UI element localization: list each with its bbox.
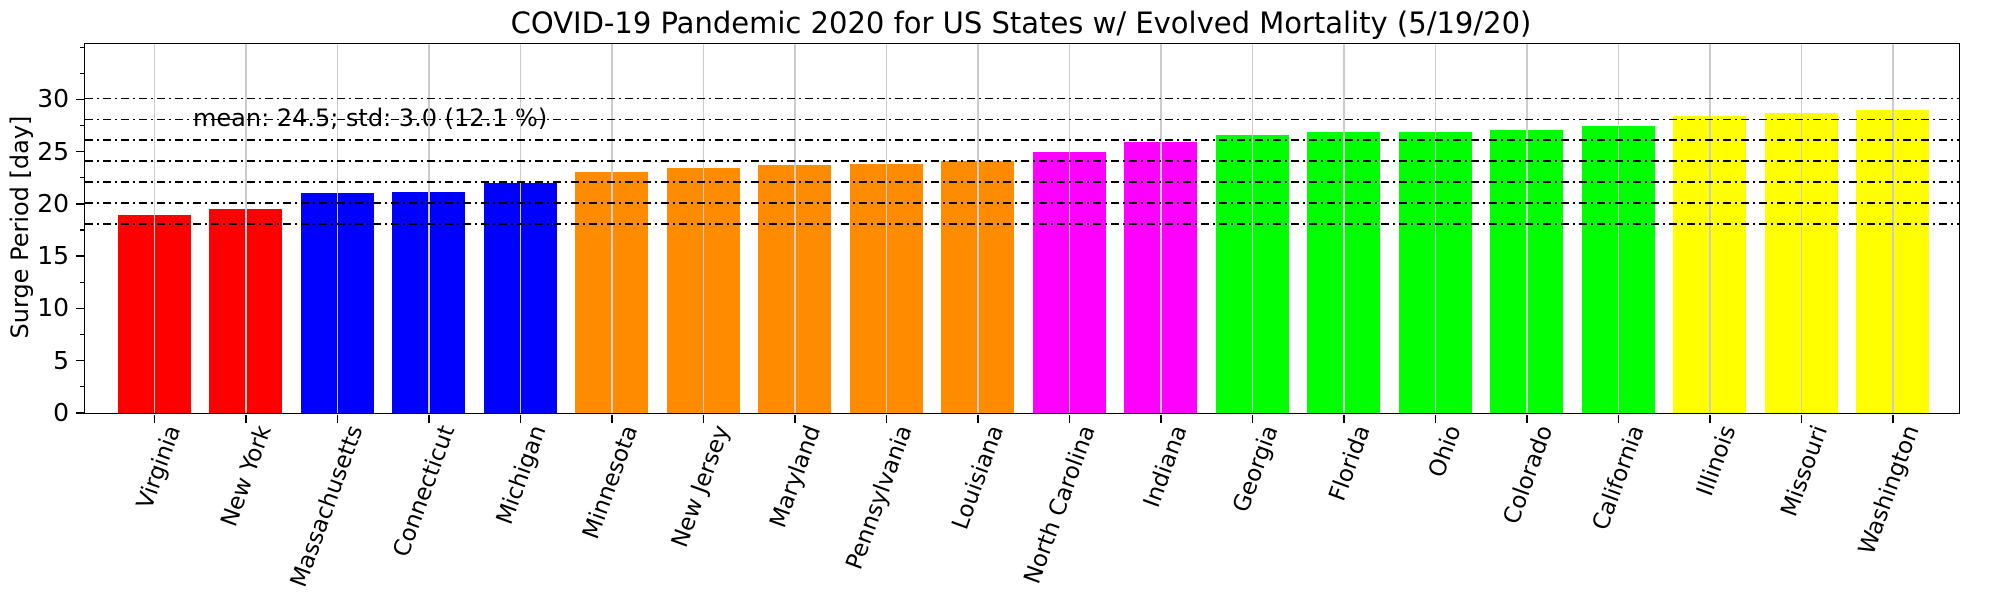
x-axis-tick [1800,414,1803,423]
x-axis-tick [885,414,888,423]
x-axis-tick [1068,414,1071,423]
y-tick-label: 0 [53,398,69,427]
x-axis-tick [702,414,705,423]
x-tick-label-georgia: Georgia [1228,422,1284,516]
x-axis-tick [1526,414,1528,423]
x-axis-tick [611,414,613,423]
reference-line-dashdot [85,118,1959,121]
y-axis-minor-tick [80,177,85,179]
x-axis-tick [245,414,247,423]
y-axis-minor-tick [80,124,85,127]
x-axis-tick [336,414,339,423]
reference-line-dashdot [85,139,1959,141]
y-axis-major-tick [76,359,85,362]
x-tick-label-new-york: New York [216,422,278,530]
gridline-vertical [245,44,247,413]
gridline-vertical [336,44,339,413]
x-axis-tick [1892,414,1894,423]
x-tick-label-virginia: Virginia [131,422,186,513]
x-tick-label-indiana: Indiana [1138,422,1193,511]
y-axis-major-tick [76,98,85,101]
x-tick-label-massachusetts: Massachusetts [286,422,369,591]
gridline-vertical [1068,44,1071,413]
x-tick-label-new-jersey: New Jersey [666,422,735,551]
chart-title: COVID-19 Pandemic 2020 for US States w/ … [510,6,1532,40]
y-tick-label: 10 [37,293,69,323]
reference-line-dashdot [85,160,1959,162]
gridline-vertical [611,44,613,413]
x-axis-tick [1617,414,1620,423]
x-tick-label-illinois: Illinois [1691,422,1742,500]
gridline-vertical [1617,44,1620,413]
y-axis-minor-tick [80,386,85,388]
mean-std-annotation: mean: 24.5; std: 3.0 (12.1 %) [193,104,548,132]
y-axis-major-tick [76,412,85,414]
reference-line-dashdot [85,202,1959,204]
gridline-vertical [702,44,705,413]
y-axis-minor-tick [80,72,85,74]
gridline-vertical [794,44,796,413]
x-tick-label-ohio: Ohio [1424,422,1467,481]
x-tick-label-washington: Washington [1853,422,1925,558]
gridline-vertical [1709,44,1711,413]
gridline-vertical [153,44,156,413]
x-tick-label-connecticut: Connecticut [388,422,461,561]
reference-line-dashdot [85,223,1959,225]
y-axis-major-tick [76,307,85,310]
reference-line-dashdot [85,97,1959,100]
gridline-vertical [1251,44,1254,413]
reference-line-dashdot [85,181,1959,183]
gridline-vertical [1160,44,1162,413]
x-tick-label-maryland: Maryland [765,422,827,532]
y-axis-major-tick [76,203,85,205]
x-axis-tick [519,414,522,423]
y-tick-label: 5 [53,345,69,375]
gridline-vertical [977,44,979,413]
x-axis-tick [1709,414,1711,423]
gridline-vertical [1434,44,1437,413]
gridline-vertical [519,44,522,413]
y-axis-minor-tick [80,229,85,231]
x-tick-label-missouri: Missouri [1775,422,1833,520]
plot-area: mean: 24.5; std: 3.0 (12.1 %) 0 5 10 15 20 25… [37,43,1960,427]
gridline-vertical [1800,44,1803,413]
x-tick-label-colorado: Colorado [1498,422,1559,528]
gridline-vertical [1343,44,1345,413]
gridline-vertical [1526,44,1528,413]
y-tick-label: 20 [37,188,69,218]
gridline-vertical [885,44,888,413]
gridline-vertical [428,44,430,413]
x-tick-label-pennsylvania: Pennsylvania [841,422,918,573]
y-axis-minor-tick [80,281,85,283]
y-tick-label: 30 [37,84,69,114]
x-axis-tick [1251,414,1254,423]
y-axis-major-tick [76,150,85,153]
x-axis-tick [1160,414,1162,423]
x-tick-label-michigan: Michigan [492,422,552,528]
x-tick-label-florida: Florida [1324,422,1376,505]
x-tick-label-louisiana: Louisiana [947,422,1010,533]
y-axis-minor-tick [80,334,85,336]
x-axis-tick [153,414,156,423]
x-tick-label-minnesota: Minnesota [578,422,644,543]
gridline-vertical [1892,44,1894,413]
y-axis-major-tick [76,255,85,257]
y-tick-label: 15 [37,241,69,271]
y-tick-label: 25 [37,136,69,166]
x-tick-label-north-carolina: North Carolina [1019,422,1101,588]
y-axis-minor-tick [80,46,85,48]
x-tick-label-california: California [1587,422,1650,534]
x-axis-tick [1434,414,1437,423]
x-axis-tick [977,414,979,423]
x-axis-tick [794,414,796,423]
x-axis-tick [428,414,430,423]
x-axis-tick [1343,414,1345,423]
